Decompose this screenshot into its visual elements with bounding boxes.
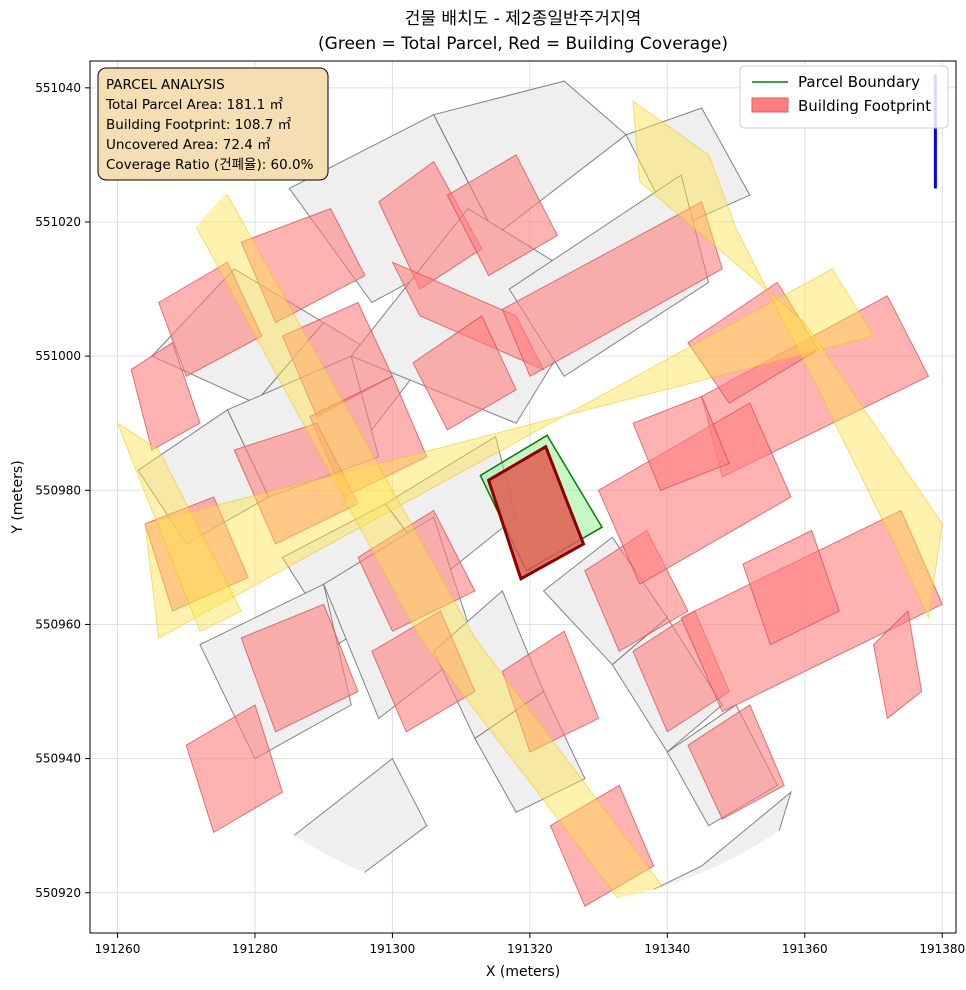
building-footprint: [233, 422, 359, 545]
building-footprint: [501, 201, 723, 378]
x-tick-label: 191340: [644, 942, 690, 956]
info-line: Building Footprint: 108.7 ㎡: [106, 117, 292, 133]
target-building: [486, 444, 586, 581]
chart-title-line2: (Green = Total Parcel, Red = Building Co…: [318, 34, 728, 54]
building-footprint: [357, 509, 476, 632]
info-box-background: [97, 67, 329, 181]
building-footprint: [144, 496, 249, 612]
y-tick-label: 551020: [35, 215, 81, 229]
building-footprint: [742, 529, 840, 646]
y-tick-label: 550960: [35, 617, 81, 631]
road-polygon: [116, 421, 242, 632]
road-polygon: [632, 100, 943, 620]
plot-area: 191260 191280 191300 191320 191340 191360 1913…: [35, 60, 965, 956]
legend-parcel-label: Parcel Boundary: [798, 73, 920, 91]
road-polygon: [144, 268, 875, 639]
y-tick-label: 551040: [35, 81, 81, 95]
legend-building-swatch: [751, 97, 789, 113]
building-footprint: [130, 341, 201, 451]
target-parcel-group: [479, 434, 604, 581]
legend: Parcel Boundary Building Footprint: [739, 65, 949, 129]
x-tick-label: 191320: [507, 942, 553, 956]
x-tick-label: 191260: [95, 942, 141, 956]
x-tick-label: 191380: [919, 942, 965, 956]
info-line: Coverage Ratio (건폐율): 60.0%: [106, 157, 314, 173]
building-footprint: [240, 603, 359, 733]
y-tick-label: 550980: [35, 483, 81, 497]
legend-background: [739, 65, 949, 129]
parcel-analysis-box: PARCEL ANALYSIS Total Parcel Area: 181.1…: [97, 67, 329, 181]
y-tick-label: 550940: [35, 752, 81, 766]
building-footprint: [412, 315, 517, 431]
building-footprint: [185, 704, 283, 834]
building-footprint: [687, 704, 785, 820]
x-axis-label: X (meters): [486, 964, 560, 980]
building-footprint: [632, 395, 730, 491]
x-tick-label: 191280: [232, 942, 278, 956]
building-footprint: [872, 609, 923, 720]
road-polygons: [116, 100, 943, 901]
y-axis-label: Y (meters): [10, 460, 26, 534]
building-footprint: [391, 261, 545, 371]
info-line: Total Parcel Area: 181.1 ㎡: [105, 97, 283, 113]
x-tick-label: 191300: [370, 942, 416, 956]
info-line: PARCEL ANALYSIS: [106, 77, 225, 93]
building-footprint: [371, 610, 476, 733]
y-tick-label: 550920: [35, 886, 81, 900]
info-line: Uncovered Area: 72.4 ㎡: [106, 137, 271, 153]
building-footprint: [446, 154, 559, 277]
legend-building-label: Building Footprint: [798, 97, 931, 115]
building-footprint: [158, 261, 263, 378]
x-tick-label: 191360: [782, 942, 828, 956]
building-footprints: [130, 154, 943, 907]
axis-ticks: 191260 191280 191300 191320 191340 191360 1913…: [35, 81, 965, 956]
plot-frame: [89, 60, 957, 934]
building-footprint: [687, 281, 820, 404]
y-tick-label: 551000: [35, 349, 81, 363]
chart-title-line1: 건물 배치도 - 제2종일반주거지역: [405, 9, 641, 29]
building-footprint: [501, 630, 600, 753]
building-footprint: [240, 207, 366, 324]
